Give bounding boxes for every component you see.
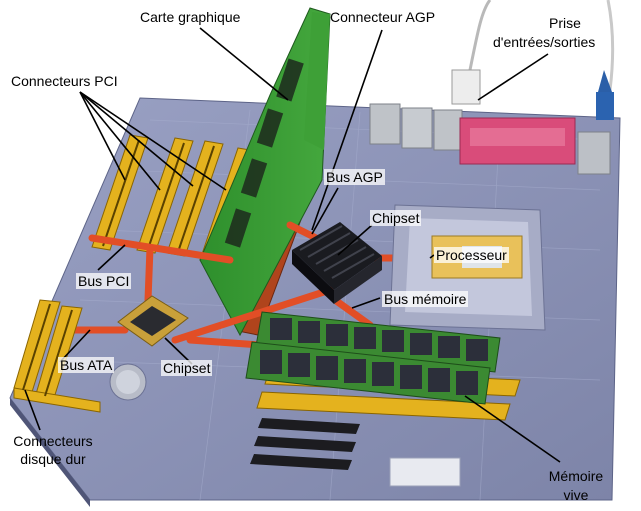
south-to-ram [186, 336, 264, 349]
label-agp-bus: Bus AGP [324, 169, 385, 185]
label-processor: Processeur [434, 247, 509, 263]
label-agp-connector: Connecteur AGP [330, 9, 436, 25]
leader-lines [24, 27, 561, 463]
north-south-link [171, 286, 334, 344]
label-ram-line1: Mémoire [548, 468, 604, 484]
motherboard-edge [10, 398, 90, 507]
label-io-port-line2: d'entrées/sorties [493, 34, 596, 50]
label-io-port-line1: Prise [549, 15, 581, 31]
label-ram-line2: vive [563, 487, 589, 503]
label-chipset-south: Chipset [161, 360, 213, 376]
pci-bus-line [88, 234, 234, 264]
hdd-connectors [13, 299, 101, 413]
usb-cable [468, 0, 492, 71]
label-graphics-card: Carte graphique [140, 9, 241, 25]
label-chipset-north: Chipset [370, 210, 422, 226]
label-pci-bus: Bus PCI [76, 273, 132, 289]
audio-cable [606, 0, 615, 91]
south-chipset [117, 295, 189, 347]
memory-bus-line [331, 296, 374, 329]
label-memory-bus: Bus mémoire [382, 291, 469, 307]
label-ata-bus: Bus ATA [58, 357, 115, 373]
label-hdd-connectors-line2: disque dur [20, 451, 86, 467]
label-pci-connectors: Connecteurs PCI [11, 73, 118, 89]
label-hdd-connectors-line1: Connecteurs [13, 433, 93, 449]
graphics-card [199, 7, 331, 337]
io-ports [369, 69, 614, 175]
north-chipset-heatsink [292, 222, 382, 304]
power-connector [389, 457, 461, 487]
ram-modules [245, 311, 501, 405]
bottom-black-slots [250, 418, 360, 470]
pci-to-chipset [144, 244, 154, 304]
